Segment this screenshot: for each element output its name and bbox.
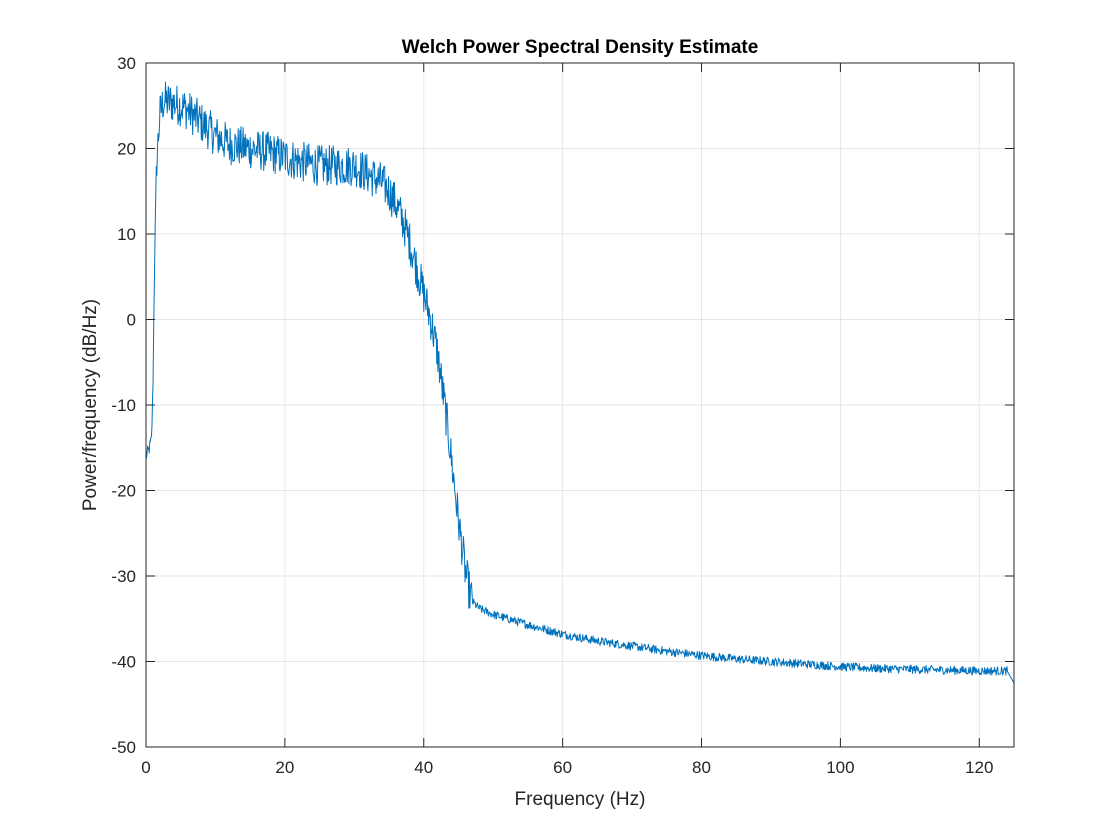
x-tick-label: 120	[965, 758, 993, 777]
y-tick-label: -30	[111, 567, 136, 586]
y-tick-label: -20	[111, 482, 136, 501]
ticks: 0 20 40 60 80 100 120 -50 -40 -30 -20 -10 0 10 20 30	[111, 54, 1014, 777]
psd-series-line	[145, 81, 1015, 684]
x-tick-label: 100	[826, 758, 854, 777]
y-axis-label: Power/frequency (dB/Hz)	[80, 299, 101, 511]
y-tick-label: -50	[111, 738, 136, 757]
y-tick-label: 20	[117, 140, 136, 159]
y-tick-label: 0	[127, 311, 136, 330]
x-tick-label: 20	[275, 758, 294, 777]
x-tick-label: 80	[692, 758, 711, 777]
chart-title: Welch Power Spectral Density Estimate	[402, 37, 759, 58]
x-tick-label: 0	[141, 758, 150, 777]
y-tick-label: -40	[111, 653, 136, 672]
x-tick-label: 60	[553, 758, 572, 777]
y-tick-label: 30	[117, 54, 136, 73]
y-tick-label: -10	[111, 396, 136, 415]
y-tick-label: 10	[117, 225, 136, 244]
x-axis-label: Frequency (Hz)	[515, 789, 646, 810]
x-tick-label: 40	[414, 758, 433, 777]
